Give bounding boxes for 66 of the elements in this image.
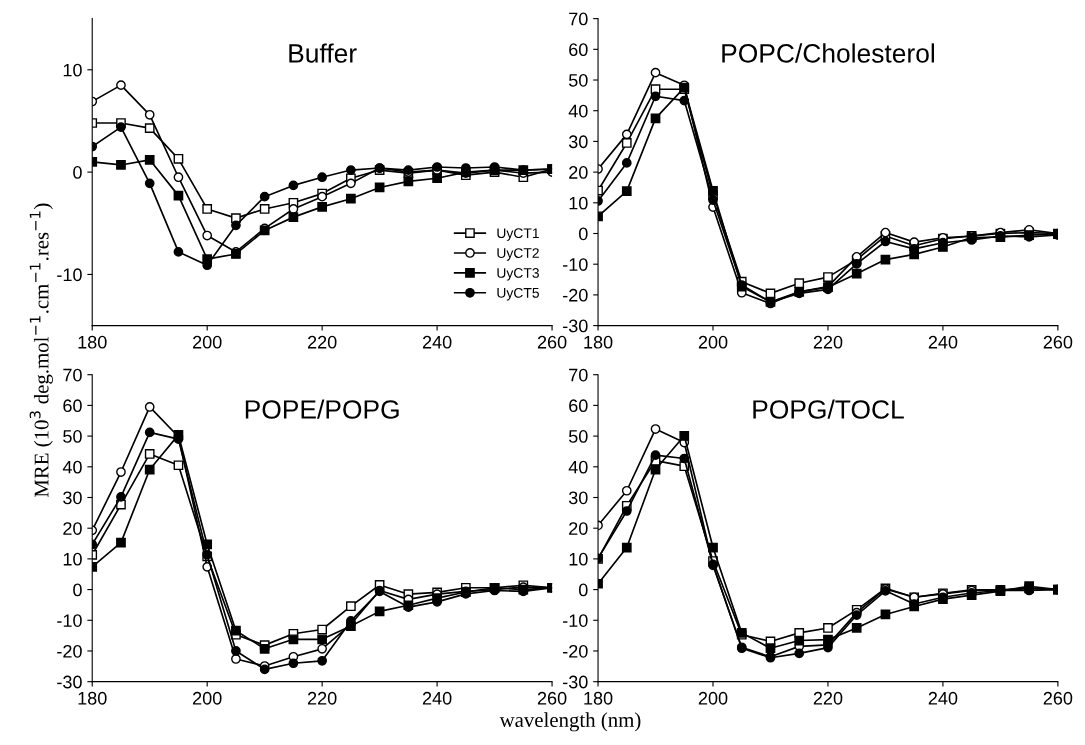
x-tick-label: 180: [584, 691, 613, 705]
legend-label: UyCT1: [497, 228, 539, 241]
x-tick-label: 220: [813, 691, 843, 705]
y-tick-label: 30: [568, 135, 588, 149]
x-tick-label: 240: [422, 691, 452, 705]
y-tick-label: 10: [63, 63, 82, 77]
y-tick-label: 0: [578, 583, 588, 597]
y-tick-label: -20: [563, 288, 588, 302]
x-tick-label: 260: [1043, 335, 1073, 349]
y-tick-label: 10: [569, 552, 588, 566]
y-tick-label: 50: [568, 430, 588, 443]
y-tick-label: -30: [57, 675, 82, 689]
x-tick-label: 260: [537, 691, 567, 705]
x-tick-label: 180: [78, 335, 107, 349]
x-tick-label: 260: [537, 335, 567, 349]
text: POPE/POPG: [245, 399, 399, 419]
y-tick-label: -10: [563, 258, 588, 271]
y-tick-label: 10: [63, 552, 82, 566]
x-tick-label: 240: [928, 691, 958, 705]
legend-label: UyCT5: [497, 287, 539, 301]
x-tick-label: 200: [698, 335, 728, 349]
x-tick-label: 260: [1043, 691, 1073, 705]
x-tick-label: 180: [584, 335, 613, 349]
x-tick-label: 220: [307, 691, 337, 705]
y-tick-label: 40: [62, 460, 82, 474]
y-tick-label: -10: [57, 614, 82, 627]
y-tick-label: -10: [57, 268, 82, 282]
y-tick-label: 20: [569, 522, 588, 535]
y-tick-label: 0: [578, 227, 588, 241]
y-tick-label: 70: [63, 368, 82, 382]
y-tick-label: -30: [563, 319, 588, 333]
y-tick-label: 40: [568, 104, 588, 118]
x-tick-label: 220: [307, 335, 337, 349]
y-tick-label: 30: [63, 491, 82, 505]
legend-label: UyCT3: [497, 268, 539, 281]
y-tick-label: 70: [569, 12, 588, 26]
y-tick-label: -30: [563, 675, 588, 689]
y-tick-label: 30: [568, 491, 588, 505]
text: POPG/TOCL: [753, 399, 904, 419]
y-tick-label: 60: [63, 399, 82, 413]
y-tick-label: 60: [569, 43, 588, 57]
y-tick-label: -10: [563, 614, 588, 627]
x-tick-label: 240: [928, 335, 958, 349]
x-tick-label: 200: [698, 691, 728, 705]
y-tick-label: 20: [569, 166, 588, 179]
text: Buffer: [289, 43, 357, 63]
y-tick-label: 50: [568, 73, 588, 87]
y-tick-label: 0: [73, 166, 82, 179]
y-tick-label: -20: [563, 644, 588, 658]
legend-label: UyCT2: [497, 248, 539, 261]
y-tick-label: 10: [569, 196, 588, 210]
y-tick-label: 20: [63, 522, 82, 535]
text: MRE (10$^{3}$ deg.mol$^{−1}$.cm$^{−1}$.res$^{−1}$): [29, 203, 53, 498]
x-tick-label: 200: [193, 335, 222, 349]
y-tick-label: 60: [569, 399, 588, 413]
x-tick-label: 240: [422, 335, 452, 349]
text: POPC/Cholesterol: [722, 43, 934, 63]
y-tick-label: 70: [569, 368, 588, 382]
y-tick-label: -20: [57, 644, 82, 658]
x-tick-label: 220: [813, 335, 843, 349]
x-axis-title: wavelength (nm): [499, 712, 641, 732]
y-tick-label: 40: [568, 460, 588, 474]
y-tick-label: 50: [63, 430, 82, 443]
x-tick-label: 200: [193, 691, 222, 705]
y-tick-label: 0: [73, 583, 82, 597]
x-tick-label: 180: [78, 691, 107, 705]
